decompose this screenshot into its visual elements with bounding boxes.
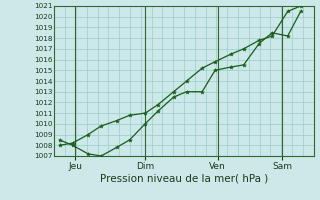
X-axis label: Pression niveau de la mer( hPa ): Pression niveau de la mer( hPa ) [100,173,268,183]
